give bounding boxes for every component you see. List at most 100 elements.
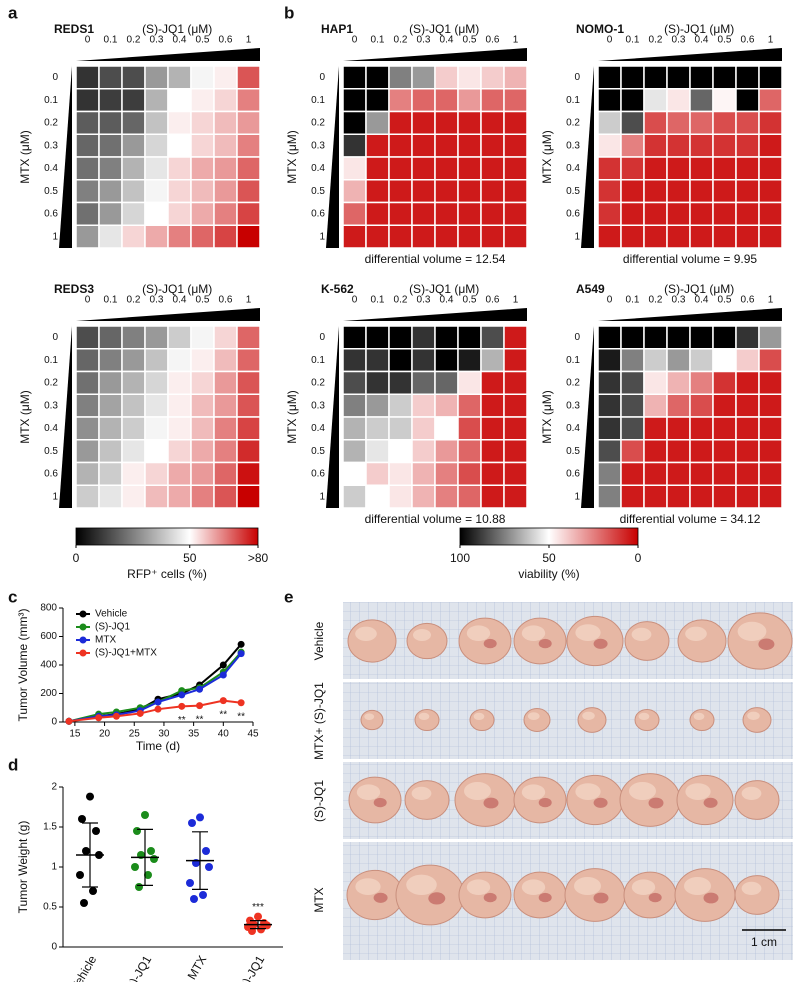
heatmap-cell [712,133,737,158]
heatmap-cell [712,370,737,395]
heatmap-cell [167,88,192,113]
heatmap-cell [213,325,238,350]
heatmap-cell [597,133,622,158]
heatmap-cell [411,416,436,441]
heatmap-cell [98,133,123,158]
annotation: ** [196,714,204,725]
heatmap-cell [666,439,691,464]
heatmap-cell [213,370,238,395]
heatmap-cell [480,416,505,441]
tumor-blood [703,892,719,904]
y-tick-label: 0.3 [311,140,325,151]
scale-bar-label: 1 cm [751,935,777,949]
heatmap-cell [236,461,261,486]
y-tick-label: 0.5 [311,446,325,457]
tumor-blood [483,892,497,903]
heatmap-cell [98,461,123,486]
y-tick-label: 0.1 [566,355,580,366]
data-point [188,819,196,827]
data-point [78,815,86,823]
heatmap-cell [98,65,123,90]
heatmap-cell [620,484,645,509]
heatmap-cell [388,348,413,373]
tumor [634,708,660,732]
heatmap-cell [434,133,459,158]
y-tick-label: 1 [574,231,580,242]
heatmap-cell [213,201,238,226]
panel-label: b [284,3,294,22]
heatmap-cell [411,348,436,373]
y-tick-label: 0.3 [566,400,580,411]
heatmap-cell [365,484,390,509]
heatmap-cell [75,179,100,204]
heatmap-cell [167,416,192,441]
tumor-blood [703,797,718,808]
y-tick-label: 0.2 [311,118,325,129]
y-tick-label: 0.4 [44,423,58,434]
heatmap-cell [213,348,238,373]
heatmap-cell [388,88,413,113]
heatmap-cell [236,133,261,158]
heatmap-cell [480,179,505,204]
dose-wedge [326,66,339,248]
tumor-highlight [741,786,762,801]
heatmap-cell [213,439,238,464]
heatmap-cell [365,461,390,486]
heatmap-cell [388,370,413,395]
heatmap-cell [689,201,714,226]
heatmap-cell [388,224,413,249]
legend-label: (S)-JQ1 [95,622,130,633]
heatmap-cell [213,133,238,158]
heatmap-cell [689,156,714,181]
panel-label: c [8,587,17,606]
heatmap-cell [480,461,505,486]
heatmap-cell [342,348,367,373]
heatmap-cell [712,416,737,441]
x-tick-label: 30 [158,729,170,740]
y-tick-label: 0.1 [44,95,58,106]
heatmap-cell [236,393,261,418]
heatmap-cell [144,179,169,204]
y-tick-label: 0 [51,942,57,953]
heatmap-cell [620,370,645,395]
x-tick-label: 0.3 [150,35,164,46]
heatmap-cell [666,416,691,441]
heatmap-cell [689,393,714,418]
data-point [154,698,162,706]
heatmap-title: NOMO-1 [576,22,624,36]
colorbar [75,527,259,546]
heatmap-cell [434,88,459,113]
tumor-blood [483,797,499,809]
heatmap-cell [236,110,261,135]
colorbar-tick-label: 100 [450,551,470,565]
x-tick-label: MTX+ (S)-JQ1 [216,953,267,982]
x-tick-label: 0.5 [196,295,210,306]
heatmap-cell [236,88,261,113]
heatmap-cell [735,156,760,181]
heatmap-cell [712,110,737,135]
heatmap-cell [121,393,146,418]
heatmap-cell [98,179,123,204]
heatmap-cell [620,461,645,486]
heatmap-cell [712,461,737,486]
heatmap-cell [75,201,100,226]
x-tick-label: 0.5 [463,35,477,46]
heatmap-cell [503,370,528,395]
y-tick-label: 0.1 [44,355,58,366]
colorbar-tick-label: 50 [183,551,197,565]
heatmap-cell [620,133,645,158]
heatmap-cell [342,65,367,90]
heatmap-cell [98,393,123,418]
heatmap-cell [75,325,100,350]
dose-wedge [76,48,260,61]
heatmap-cell [689,65,714,90]
heatmap-cell [75,393,100,418]
heatmap-cell [620,325,645,350]
heatmap-cell [98,439,123,464]
x-tick-label: 0.2 [649,295,663,306]
colorbar-tick-label: 0 [73,551,80,565]
data-point [80,899,88,907]
heatmap-cell [75,224,100,249]
heatmap-cell [411,133,436,158]
heatmap-cell [411,393,436,418]
